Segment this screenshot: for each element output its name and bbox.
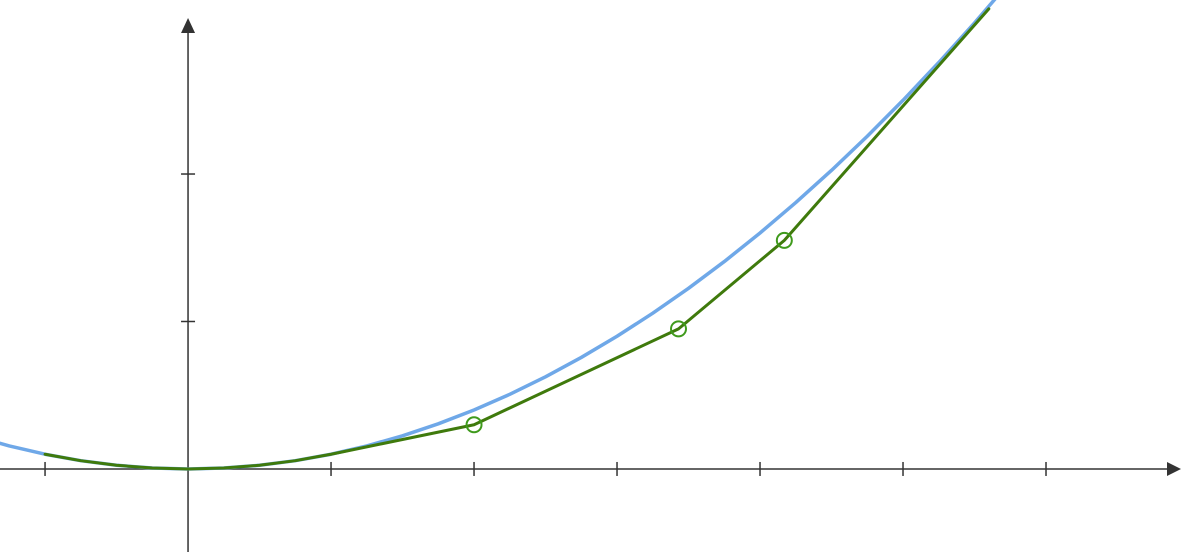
- point: [670, 320, 688, 338]
- point: [775, 231, 793, 249]
- curve: [0, 0, 997, 471]
- curve: [43, 7, 991, 471]
- plot-area: [0, 0, 997, 471]
- point: [465, 416, 483, 434]
- x-axis-arrow: [1167, 461, 1181, 476]
- y-axis-arrow: [181, 18, 196, 33]
